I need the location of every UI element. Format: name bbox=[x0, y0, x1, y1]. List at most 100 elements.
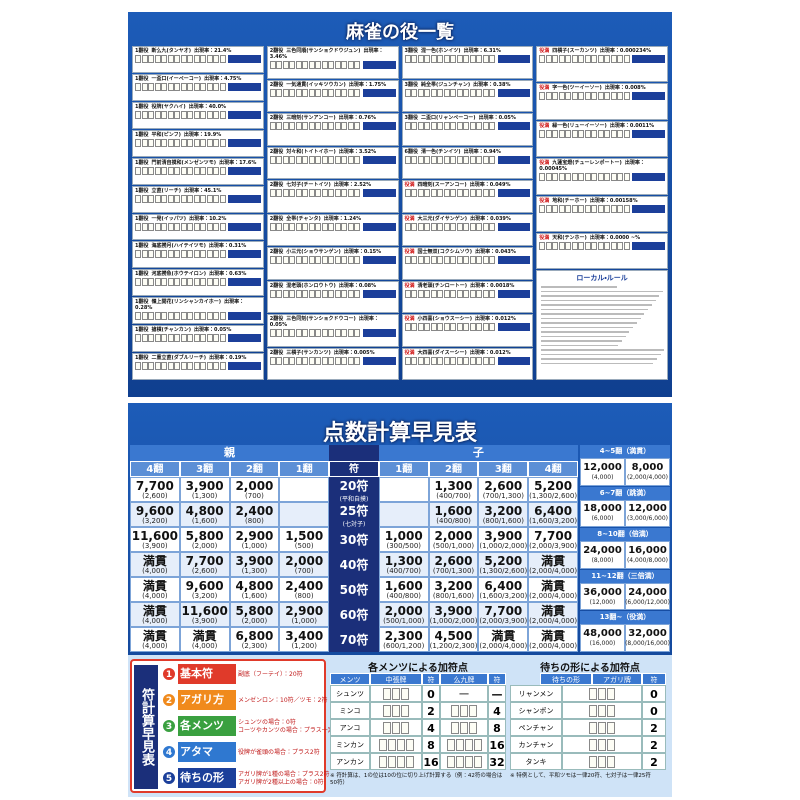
score: 24,000 bbox=[628, 586, 667, 598]
meld-terminal-tiles bbox=[440, 736, 488, 753]
score: 満貫 bbox=[491, 628, 516, 643]
yaku-header: 2翻役 三暗刻(サンアンコー) 出現率：0.76% bbox=[270, 115, 396, 121]
text-line bbox=[541, 290, 664, 293]
tile-strip bbox=[269, 289, 396, 298]
tile bbox=[206, 194, 213, 203]
yaku-header: 1翻役 断么九(タンヤオ) 出現率：21.4% bbox=[135, 48, 261, 54]
wait-table: 待ちの形による加符点 待ちの形 アガリ牌符リャンメン 0 シャンポン 0 ペンチャン 2 カンチ… bbox=[510, 659, 670, 793]
tile bbox=[437, 122, 443, 130]
yaku-header: 1翻役 海底撈月(ハイテイツモ) 出現率：0.31% bbox=[135, 243, 261, 249]
rate-bar bbox=[497, 189, 531, 197]
yaku-han: 役満 bbox=[404, 316, 415, 322]
tile bbox=[469, 323, 476, 331]
tile bbox=[354, 189, 361, 197]
tile bbox=[387, 755, 396, 768]
han-header: 3翻 bbox=[179, 461, 230, 477]
tile-strip bbox=[539, 129, 665, 138]
han-header: 3翻 bbox=[478, 461, 529, 477]
tile bbox=[347, 189, 354, 197]
tile bbox=[617, 129, 624, 138]
tile bbox=[623, 55, 630, 63]
text-line bbox=[541, 362, 654, 365]
yaku-name: 地和(チーホー) bbox=[552, 197, 587, 204]
score: 3,900 bbox=[434, 603, 473, 618]
rate-bar bbox=[497, 356, 531, 365]
limit-cell: 8,000 (2,000/4,000) bbox=[625, 458, 670, 486]
score-detail: (3,000/6,000) bbox=[626, 515, 669, 523]
yaku-han: 1翻役 bbox=[135, 187, 149, 194]
tile bbox=[482, 189, 489, 197]
tile bbox=[200, 82, 206, 91]
tile bbox=[308, 256, 315, 264]
wait-name: ペンチャン bbox=[510, 719, 562, 736]
tile bbox=[161, 138, 167, 147]
tile bbox=[558, 129, 565, 138]
tile bbox=[489, 155, 495, 164]
tile bbox=[282, 189, 289, 197]
yaku-header: 2翻役 混老頭(ホンロウトウ) 出現率：0.08% bbox=[270, 283, 396, 289]
tile bbox=[404, 55, 411, 63]
score-detail: (12,000) bbox=[589, 598, 616, 606]
yaku-header: 役満 清老頭(チンロートー) 出現率：0.0018% bbox=[405, 283, 531, 289]
score: 5,800 bbox=[185, 528, 224, 543]
yaku-rate: 出現率：0.000234% bbox=[599, 48, 652, 54]
score: 2,400 bbox=[235, 503, 274, 518]
yaku-entry: 役満 地和(チーホー) 出現率：0.00158% bbox=[536, 195, 668, 232]
tile bbox=[334, 329, 341, 337]
han-header: 1翻 bbox=[378, 461, 429, 477]
score: 11,600 bbox=[181, 603, 228, 618]
score-detail: (500/1,000) bbox=[383, 616, 425, 625]
tile bbox=[383, 704, 391, 717]
yaku-name: 七対子(チートイツ) bbox=[286, 182, 331, 188]
tile bbox=[591, 241, 598, 250]
tile bbox=[193, 55, 200, 63]
yaku-rate: 出現率：10.2% bbox=[189, 215, 227, 222]
tile bbox=[482, 88, 489, 97]
tile-strip bbox=[404, 122, 531, 130]
yaku-column: 役満 四槓子(スーカンツ) 出現率：0.000234% 役満 字一色(ツーイーソー) 出現… bbox=[536, 46, 668, 380]
score-cell: 2,000 (500/1,000) bbox=[428, 527, 479, 552]
tile bbox=[597, 241, 604, 250]
yaku-entry: 1翻役 嶺上開花(リンシャンカイホー) 出現率：0.28% bbox=[132, 297, 264, 325]
tile bbox=[282, 122, 289, 130]
tile-strip bbox=[404, 323, 531, 331]
fu-cell: 20符 (平和自摸) bbox=[329, 477, 379, 503]
tile bbox=[269, 289, 276, 298]
tile bbox=[148, 194, 154, 203]
tile bbox=[604, 204, 611, 213]
tile bbox=[417, 222, 424, 231]
tile bbox=[354, 256, 361, 264]
tile bbox=[148, 250, 154, 259]
tile bbox=[295, 122, 302, 130]
tile bbox=[598, 738, 606, 751]
tile bbox=[558, 55, 565, 63]
yaku-han: 1翻役 bbox=[135, 355, 149, 362]
tile bbox=[315, 189, 322, 197]
tile bbox=[456, 122, 463, 130]
tile bbox=[187, 138, 193, 147]
yaku-name: 二盃口(リャンペーコー) bbox=[420, 115, 476, 121]
tile bbox=[308, 155, 315, 164]
meld-header: 符 bbox=[488, 673, 506, 685]
tile bbox=[383, 687, 391, 700]
yaku-han: 1翻役 bbox=[135, 131, 149, 138]
tile bbox=[584, 204, 591, 213]
yaku-entry: 役満 四槓子(スーカンツ) 出現率：0.000234% bbox=[536, 46, 668, 83]
yaku-header: 6翻役 清一色(チンイツ) 出現率：0.94% bbox=[405, 149, 531, 155]
yaku-entry: 役満 大四喜(ダイスーシー) 出現率：0.012% bbox=[401, 347, 534, 380]
tile bbox=[589, 738, 597, 751]
tile bbox=[154, 222, 161, 231]
yaku-header: 3翻役 二盃口(リャンペーコー) 出現率：0.05% bbox=[405, 115, 531, 121]
tile bbox=[589, 687, 597, 700]
tile bbox=[219, 278, 226, 287]
tile bbox=[443, 256, 450, 264]
yaku-name: 平和(ピンフ) bbox=[151, 131, 181, 138]
tile bbox=[604, 241, 611, 250]
han-header: 4翻 bbox=[528, 461, 578, 477]
tile bbox=[539, 173, 546, 182]
tile bbox=[148, 82, 154, 91]
tile bbox=[450, 189, 456, 197]
tile bbox=[315, 329, 322, 337]
tile bbox=[154, 312, 161, 321]
meld-note: ※ 符計算は、1の位は10の位に切り上げ計算する（例：42符の場合は50符） bbox=[330, 773, 503, 786]
